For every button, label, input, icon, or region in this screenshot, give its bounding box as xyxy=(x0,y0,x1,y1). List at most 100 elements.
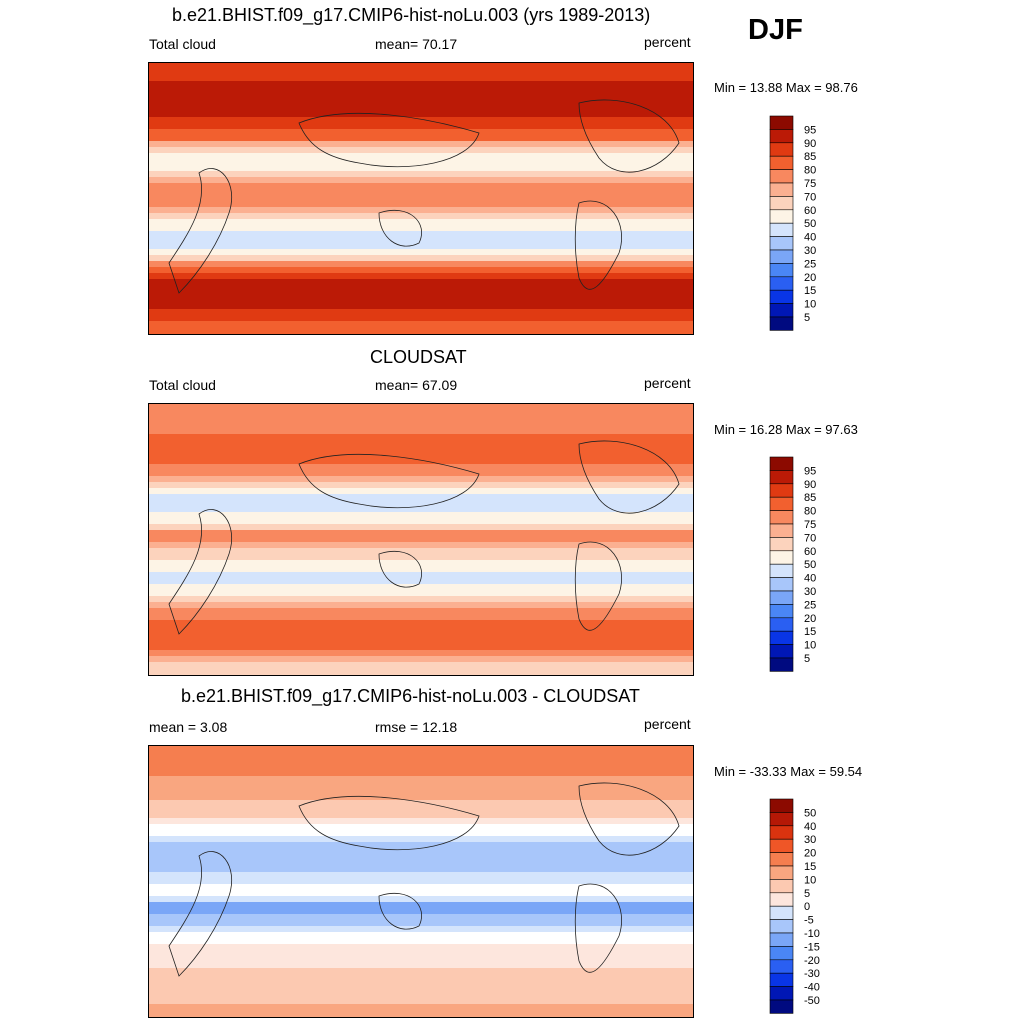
latitude-band xyxy=(149,273,693,280)
colorbar-box xyxy=(769,182,794,197)
colorbar-tick-label: 70 xyxy=(804,532,816,544)
latitude-band xyxy=(149,93,693,100)
latitude-band xyxy=(149,746,693,753)
colorbar-box xyxy=(769,644,794,659)
latitude-band xyxy=(149,177,693,184)
colorbar-box xyxy=(769,496,794,511)
panel-3-map xyxy=(148,745,694,1018)
latitude-band xyxy=(149,321,693,328)
latitude-band xyxy=(149,201,693,208)
latitude-band xyxy=(149,956,693,963)
latitude-band xyxy=(149,842,693,849)
latitude-band xyxy=(149,87,693,94)
latitude-band xyxy=(149,285,693,292)
latitude-band xyxy=(149,452,693,459)
colorbar-tick-label: 95 xyxy=(804,124,816,136)
colorbar-tick-label: 90 xyxy=(804,479,816,491)
latitude-band xyxy=(149,542,693,549)
colorbar-box xyxy=(769,892,794,907)
panel-3-mean-label: mean = 3.08 xyxy=(149,719,228,735)
latitude-band xyxy=(149,920,693,927)
latitude-band xyxy=(149,189,693,196)
latitude-band xyxy=(149,237,693,244)
colorbar-box xyxy=(769,537,794,552)
latitude-band xyxy=(149,75,693,82)
latitude-band xyxy=(149,602,693,609)
latitude-band xyxy=(149,554,693,561)
latitude-band xyxy=(149,440,693,447)
latitude-band xyxy=(149,207,693,214)
latitude-band xyxy=(149,884,693,891)
coastline xyxy=(378,550,422,588)
coastline xyxy=(298,795,480,851)
colorbar-tick-label: -40 xyxy=(804,982,820,994)
latitude-band xyxy=(149,536,693,543)
latitude-band xyxy=(149,422,693,429)
latitude-band xyxy=(149,434,693,441)
latitude-band xyxy=(149,261,693,268)
coastline xyxy=(378,892,422,930)
colorbar-tick-label: 10 xyxy=(804,640,816,652)
colorbar-box xyxy=(769,196,794,211)
colorbar-tick-label: 80 xyxy=(804,506,816,518)
colorbar-tick-label: 60 xyxy=(804,205,816,217)
latitude-band xyxy=(149,608,693,615)
colorbar-tick-label: 85 xyxy=(804,492,816,504)
panel-3-title: b.e21.BHIST.f09_g17.CMIP6-hist-noLu.003 … xyxy=(181,686,640,706)
colorbar-box xyxy=(769,483,794,498)
latitude-band xyxy=(149,782,693,789)
colorbar-box xyxy=(769,550,794,565)
colorbar-tick-label: -10 xyxy=(804,928,820,940)
latitude-band xyxy=(149,818,693,825)
colorbar-tick-label: 10 xyxy=(804,299,816,311)
latitude-band xyxy=(149,153,693,160)
latitude-band xyxy=(149,830,693,837)
latitude-band xyxy=(149,800,693,807)
latitude-band xyxy=(149,968,693,975)
colorbar-tick-label: 40 xyxy=(804,821,816,833)
latitude-band xyxy=(149,428,693,435)
latitude-band xyxy=(149,129,693,136)
colorbar-tick-label: -30 xyxy=(804,968,820,980)
latitude-band xyxy=(149,303,693,310)
colorbar-box xyxy=(769,946,794,961)
panel-2-minmax: Min = 16.28 Max = 97.63 xyxy=(714,422,858,437)
colorbar-tick-label: 5 xyxy=(804,312,810,324)
latitude-band xyxy=(149,159,693,166)
latitude-band xyxy=(149,404,693,411)
colorbar-box xyxy=(769,289,794,304)
latitude-band xyxy=(149,147,693,154)
latitude-band xyxy=(149,890,693,897)
latitude-band xyxy=(149,674,693,675)
colorbar-tick-label: 40 xyxy=(804,573,816,585)
colorbar-box xyxy=(769,879,794,894)
latitude-band xyxy=(149,656,693,663)
latitude-band xyxy=(149,572,693,579)
latitude-band xyxy=(149,231,693,238)
panel-3-units-label: percent xyxy=(644,716,691,732)
coastline xyxy=(298,112,480,168)
latitude-band xyxy=(149,476,693,483)
panel-3-minmax: Min = -33.33 Max = 59.54 xyxy=(714,764,863,779)
latitude-band xyxy=(149,548,693,555)
latitude-band xyxy=(149,980,693,987)
colorbar-box xyxy=(769,155,794,170)
colorbar-tick-label: 80 xyxy=(804,165,816,177)
latitude-band xyxy=(149,668,693,675)
latitude-band xyxy=(149,416,693,423)
map-field-3 xyxy=(149,746,693,1017)
latitude-band xyxy=(149,578,693,585)
colorbar-box xyxy=(769,852,794,867)
latitude-band xyxy=(149,1004,693,1011)
colorbar-box xyxy=(769,590,794,605)
latitude-band xyxy=(149,848,693,855)
latitude-band xyxy=(149,836,693,843)
colorbar-tick-label: -5 xyxy=(804,915,814,927)
latitude-band xyxy=(149,560,693,567)
latitude-band xyxy=(149,123,693,130)
latitude-band xyxy=(149,530,693,537)
colorbar-tick-label: 15 xyxy=(804,626,816,638)
panel-3-rmse-label: rmse = 12.18 xyxy=(375,719,458,735)
latitude-band xyxy=(149,764,693,771)
